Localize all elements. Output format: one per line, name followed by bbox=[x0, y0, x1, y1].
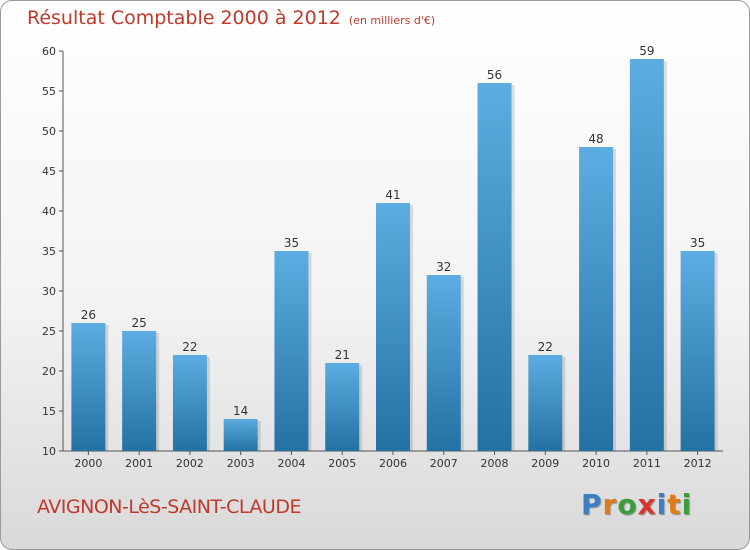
bar-2010 bbox=[579, 147, 614, 451]
bar-2003 bbox=[223, 419, 258, 451]
x-tick-label: 2012 bbox=[684, 457, 712, 470]
logo-letter: t bbox=[667, 488, 682, 521]
bar-value-label: 41 bbox=[385, 188, 400, 202]
x-tick-label: 2006 bbox=[379, 457, 407, 470]
logo-letter: i bbox=[656, 488, 668, 521]
x-tick-label: 2011 bbox=[633, 457, 661, 470]
x-tick-label: 2007 bbox=[430, 457, 458, 470]
bar-value-label: 56 bbox=[487, 68, 502, 82]
bar-2007 bbox=[426, 275, 461, 451]
bar-value-label: 22 bbox=[538, 340, 553, 354]
y-tick-label: 25 bbox=[42, 325, 56, 338]
logo-letter: o bbox=[617, 488, 638, 521]
logo-letter: r bbox=[602, 488, 618, 521]
chart-title-block: Résultat Comptable 2000 à 2012 (en millie… bbox=[27, 7, 435, 29]
bar-2009 bbox=[528, 355, 563, 451]
logo-letter: P bbox=[581, 488, 603, 521]
bar-2001 bbox=[122, 331, 157, 451]
x-tick-label: 2001 bbox=[125, 457, 153, 470]
y-tick-label: 60 bbox=[42, 45, 56, 58]
x-tick-label: 2000 bbox=[74, 457, 102, 470]
bar-2012 bbox=[680, 251, 715, 451]
y-tick-label: 15 bbox=[42, 405, 56, 418]
bar-2000 bbox=[71, 323, 106, 451]
y-tick-label: 10 bbox=[42, 445, 56, 458]
bar-2002 bbox=[172, 355, 207, 451]
bar-value-label: 25 bbox=[132, 316, 147, 330]
bar-value-label: 32 bbox=[436, 260, 451, 274]
x-tick-label: 2004 bbox=[277, 457, 305, 470]
bar-value-label: 59 bbox=[639, 44, 654, 58]
y-tick-label: 45 bbox=[42, 165, 56, 178]
bar-value-label: 26 bbox=[81, 308, 96, 322]
bar-value-label: 48 bbox=[588, 132, 603, 146]
chart-title: Résultat Comptable 2000 à 2012 bbox=[27, 7, 341, 29]
x-tick-label: 2003 bbox=[227, 457, 255, 470]
bar-value-label: 21 bbox=[335, 348, 350, 362]
y-tick-label: 50 bbox=[42, 125, 56, 138]
bar-2005 bbox=[325, 363, 360, 451]
chart-subtitle: (en milliers d'€) bbox=[348, 14, 436, 27]
bar-value-label: 22 bbox=[182, 340, 197, 354]
bar-2004 bbox=[274, 251, 309, 451]
x-tick-label: 2008 bbox=[481, 457, 509, 470]
bar-2006 bbox=[376, 203, 410, 451]
y-tick-label: 30 bbox=[42, 285, 56, 298]
x-tick-label: 2009 bbox=[531, 457, 559, 470]
y-tick-label: 40 bbox=[42, 205, 56, 218]
x-tick-label: 2005 bbox=[328, 457, 356, 470]
city-name: AVIGNON-LèS-SAINT-CLAUDE bbox=[37, 496, 301, 518]
bar-2011 bbox=[629, 59, 664, 451]
y-tick-label: 20 bbox=[42, 365, 56, 378]
bar-2008 bbox=[477, 83, 512, 451]
bar-value-label: 35 bbox=[284, 236, 299, 250]
x-tick-label: 2002 bbox=[176, 457, 204, 470]
y-tick-label: 35 bbox=[42, 245, 56, 258]
logo-letter: i bbox=[681, 488, 693, 521]
bar-value-label: 14 bbox=[233, 404, 248, 418]
x-tick-label: 2010 bbox=[582, 457, 610, 470]
y-tick-label: 55 bbox=[42, 85, 56, 98]
logo-letter: x bbox=[637, 488, 657, 521]
proxiti-logo: Proxiti bbox=[581, 488, 692, 521]
bar-value-label: 35 bbox=[690, 236, 705, 250]
